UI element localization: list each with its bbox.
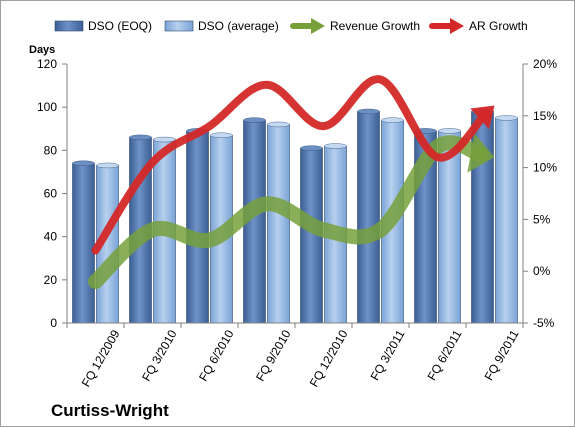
bar-dso-eoq-5 xyxy=(357,111,380,324)
x-tick-label-7: FQ 9/2011 xyxy=(482,327,522,383)
y-axis-title: Days xyxy=(29,44,55,56)
bar-cap-1-1 xyxy=(153,136,176,143)
company-name: Curtiss-Wright xyxy=(51,401,169,420)
revenue-growth-line xyxy=(88,135,488,290)
y-tick-label-1: 20 xyxy=(44,273,58,287)
y-tick-label-2: 40 xyxy=(44,230,58,244)
bar-cap-1-6 xyxy=(438,128,461,134)
bar-cap-0-5 xyxy=(357,108,380,115)
y2-tick-label-3: 10% xyxy=(533,161,557,175)
ar-growth-line xyxy=(91,75,490,255)
y-tick-label-6: 120 xyxy=(37,57,57,71)
bar-cap-0-1 xyxy=(129,134,152,141)
legend: DSO (EOQ) DSO (average) Revenue Growth AR G… xyxy=(54,18,528,34)
x-tick-label-0: FQ 12/2009 xyxy=(79,327,123,389)
bar-cap-1-7 xyxy=(495,115,518,121)
bar-cap-0-3 xyxy=(243,117,266,123)
bar-dso-average-7 xyxy=(495,117,518,324)
bar-cap-1-0 xyxy=(96,162,119,169)
bar-cap-0-4 xyxy=(300,145,323,151)
legend-swatch-0 xyxy=(54,20,84,32)
x-tick-label-3: FQ 9/2010 xyxy=(253,327,294,383)
y2-tick-label-4: 15% xyxy=(533,109,557,123)
legend-swatch-1 xyxy=(164,20,194,32)
x-tick-label-2: FQ 6/2010 xyxy=(196,327,237,383)
bar-cap-1-5 xyxy=(381,117,404,123)
bar-dso-eoq-0 xyxy=(72,162,95,324)
legend-label-3: AR Growth xyxy=(469,19,528,33)
bar-dso-eoq-2 xyxy=(186,130,209,324)
x-tick-label-4: FQ 12/2010 xyxy=(307,327,351,389)
growth-lines xyxy=(88,75,495,290)
revenue-growth-arrowhead xyxy=(467,133,495,173)
legend-swatch-2 xyxy=(290,18,325,34)
legend-label-2: Revenue Growth xyxy=(330,19,420,33)
legend-swatch-3 xyxy=(429,18,464,34)
y2-tick-label-2: 5% xyxy=(533,212,551,226)
bar-cap-0-0 xyxy=(72,160,95,166)
bar-dso-average-3 xyxy=(267,124,290,324)
y-tick-label-4: 80 xyxy=(44,143,58,157)
y-tick-label-5: 100 xyxy=(37,100,57,114)
bar-cap-1-3 xyxy=(267,121,290,128)
legend-label-1: DSO (average) xyxy=(198,19,279,33)
bar-cap-1-4 xyxy=(324,143,347,149)
x-tick-label-6: FQ 6/2011 xyxy=(425,327,465,383)
legend-label-0: DSO (EOQ) xyxy=(88,19,152,33)
bar-cap-1-2 xyxy=(210,132,233,138)
x-tick-label-1: FQ 3/2010 xyxy=(139,327,180,383)
x-tick-label-5: FQ 3/2011 xyxy=(368,327,408,383)
y2-tick-label-0: -5% xyxy=(533,316,555,330)
y2-tick-label-1: 0% xyxy=(533,264,551,278)
y-tick-label-0: 0 xyxy=(50,316,57,330)
y2-tick-label-5: 20% xyxy=(533,57,557,71)
ar-growth-arrowhead xyxy=(470,105,495,130)
y-tick-label-3: 60 xyxy=(44,187,58,201)
